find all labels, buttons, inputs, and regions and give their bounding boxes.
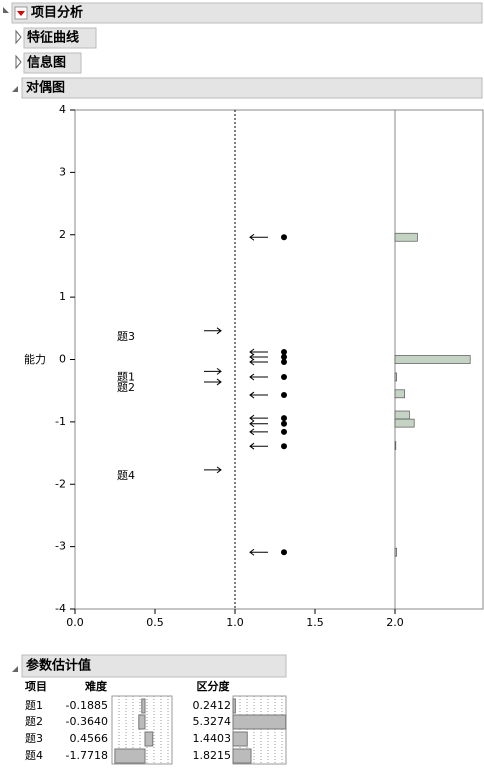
outline-title: 项目分析 (31, 5, 83, 21)
difficulty-bar (114, 748, 146, 764)
outline-header[interactable] (21, 77, 483, 99)
item-label: 题1 (117, 370, 135, 383)
person-dot (281, 349, 287, 356)
x-tick-label: 2.0 (386, 616, 404, 629)
difficulty-bar (144, 731, 154, 747)
discrimination-bar (232, 731, 248, 747)
column-header: 区分度 (197, 679, 231, 693)
person-dot (281, 420, 287, 427)
arrow (204, 367, 222, 375)
y-tick-label: -4 (55, 602, 66, 615)
arrow (249, 420, 268, 428)
disclosure-icon[interactable] (12, 666, 18, 672)
y-tick-label: -3 (55, 540, 66, 553)
histogram-bar (394, 441, 397, 450)
discrimination-bar (232, 698, 236, 714)
arrow (204, 327, 222, 335)
y-tick-label: -1 (55, 415, 66, 428)
row-label: 题2 (25, 715, 43, 728)
y-tick-label: 1 (59, 290, 66, 303)
discrimination: 1.8215 (193, 749, 232, 762)
arrow (249, 353, 268, 361)
menu-icon (17, 11, 25, 16)
arrow (249, 414, 268, 422)
item-label: 题3 (117, 330, 135, 343)
histogram-bar (394, 389, 405, 399)
y-tick-label: 2 (59, 228, 66, 241)
outline-header[interactable] (21, 654, 287, 678)
discrimination: 5.3274 (193, 715, 232, 728)
person-dot (281, 428, 287, 435)
person-dot (281, 234, 287, 241)
histogram-bar (394, 355, 471, 364)
arrow (249, 233, 268, 241)
row-label: 题3 (25, 732, 43, 745)
arrow (249, 358, 268, 366)
difficulty: -0.3640 (66, 715, 108, 728)
disclosure-icon[interactable] (3, 7, 9, 13)
histogram-bar (394, 418, 415, 428)
disclosure-icon[interactable] (15, 29, 22, 45)
histogram-bar (394, 410, 410, 420)
histogram-bar (394, 372, 397, 382)
difficulty-bar (138, 714, 146, 730)
discrimination-bar (232, 714, 287, 730)
outline-header[interactable] (11, 2, 483, 24)
item-label: 题4 (117, 469, 135, 482)
discrimination-bar (232, 748, 252, 764)
outline-title: 参数估计值 (26, 658, 91, 674)
discrimination: 1.4403 (193, 732, 232, 745)
difficulty-bar (141, 698, 146, 714)
row-label: 题4 (25, 749, 43, 762)
histogram-bar (394, 547, 397, 557)
person-dot (281, 443, 287, 450)
difficulty: 0.4566 (70, 732, 109, 745)
y-tick-label: 4 (59, 103, 66, 116)
arrow (249, 391, 268, 399)
outline-header[interactable] (23, 27, 97, 49)
x-tick-label: 0.5 (146, 616, 164, 629)
item-label: 题2 (117, 381, 135, 394)
histogram-bar (394, 232, 418, 242)
arrow (249, 442, 268, 450)
y-tick-label: 3 (59, 165, 66, 178)
y-axis-label: 能力 (24, 352, 46, 366)
person-dot (281, 354, 287, 361)
arrow (249, 348, 268, 356)
outline-title: 信息图 (27, 55, 66, 71)
arrow (249, 373, 268, 381)
x-tick-label: 0.0 (66, 616, 84, 629)
disclosure-icon[interactable] (12, 86, 18, 92)
disclosure-icon[interactable] (15, 54, 22, 70)
column-header: 项目 (25, 680, 47, 693)
row-label: 题1 (25, 699, 43, 712)
arrow (204, 466, 222, 474)
y-tick-label: -2 (55, 477, 66, 490)
person-dot (281, 549, 287, 556)
arrow (204, 378, 222, 386)
difficulty: -0.1885 (66, 699, 108, 712)
column-header: 难度 (84, 679, 108, 693)
outline-title: 特征曲线 (27, 30, 79, 46)
outline-header[interactable] (23, 52, 82, 74)
arrow (249, 548, 268, 556)
person-dot (281, 392, 287, 399)
outline-title: 对偶图 (26, 80, 65, 96)
x-tick-label: 1.5 (306, 616, 324, 629)
person-dot (281, 415, 287, 422)
person-dot (281, 358, 287, 365)
y-tick-label: 0 (59, 353, 66, 366)
x-tick-label: 1.0 (226, 616, 244, 629)
person-dot (281, 373, 287, 380)
difficulty: -1.7718 (66, 749, 108, 762)
arrow (249, 428, 268, 436)
discrimination: 0.2412 (193, 699, 232, 712)
